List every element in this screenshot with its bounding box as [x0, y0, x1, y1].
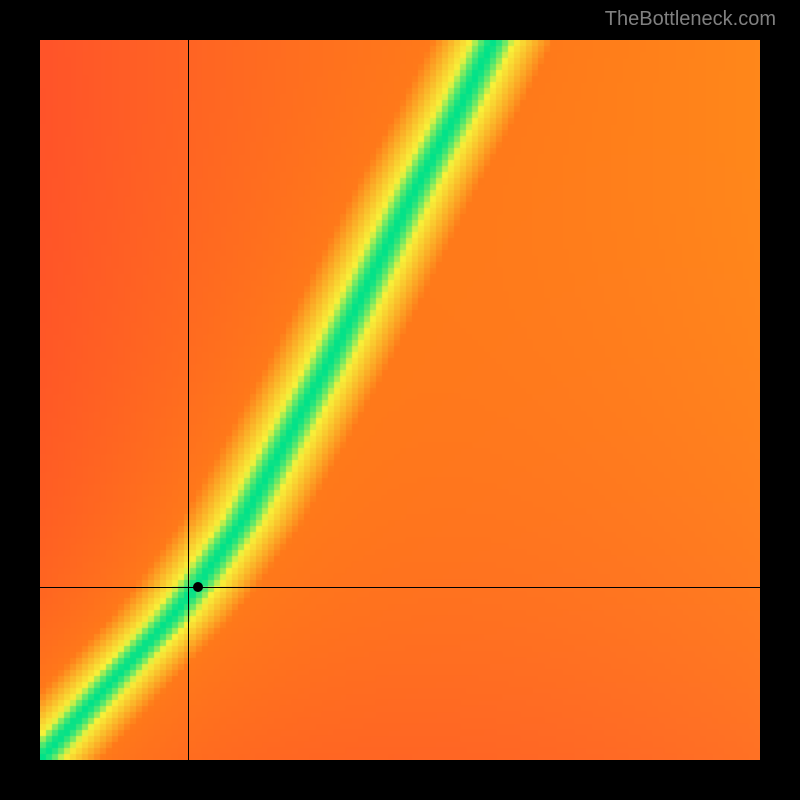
- heatmap-canvas: [40, 40, 760, 760]
- selected-point: [193, 582, 203, 592]
- heatmap-plot: [40, 40, 760, 760]
- crosshair-vertical: [188, 40, 189, 760]
- watermark-text: TheBottleneck.com: [605, 8, 776, 31]
- crosshair-horizontal: [40, 587, 760, 588]
